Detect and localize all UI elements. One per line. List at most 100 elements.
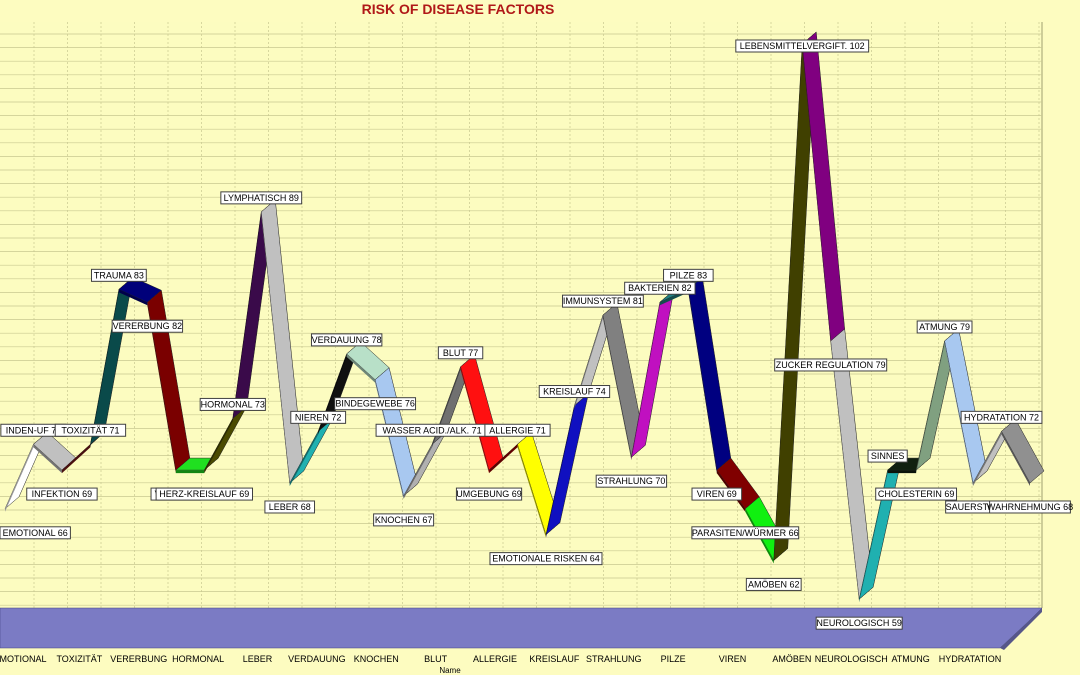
- ribbon-edge: [887, 470, 917, 474]
- ribbon-edge: [773, 44, 803, 564]
- x-tick-label: PILZE: [661, 654, 686, 664]
- data-label-box: [989, 500, 1071, 514]
- data-label: HYDRATATION 72: [960, 410, 1043, 424]
- data-label-box: [595, 474, 668, 488]
- data-label: VIREN 69: [691, 487, 743, 501]
- data-label: WAHRNEHMUNG 68: [987, 500, 1073, 514]
- ribbon-edge: [517, 444, 546, 538]
- data-label: VERDAUUNG 78: [310, 333, 383, 347]
- data-label-text: LEBENSMITTELVERGIFT. 102: [740, 41, 865, 51]
- data-label-box: [489, 552, 603, 566]
- data-label-box: [54, 423, 127, 437]
- ribbon-edge: [289, 431, 319, 486]
- data-label-box: [455, 487, 523, 501]
- data-label-text: INFEKTION 69: [32, 489, 93, 499]
- data-label: NIEREN 72: [290, 410, 347, 424]
- data-label-text: HYDRATATION 72: [964, 412, 1039, 422]
- data-label: VERERBUNG 82: [111, 319, 184, 333]
- data-labels: EMOTIONAL 66 INDEN-UF 71 INFEKTION 69 TOXIZ…: [0, 39, 1073, 630]
- ribbon-edge: [489, 444, 518, 474]
- data-label-box: [199, 397, 266, 411]
- data-label-box: [691, 487, 743, 501]
- x-tick-label: HYDRATATION: [939, 654, 1002, 664]
- data-label-box: [875, 487, 958, 501]
- data-label: TRAUMA 83: [90, 268, 147, 282]
- x-tick-label: STRAHLUNG: [586, 654, 642, 664]
- data-label-text: HERZ-KREISLAUF 69: [159, 489, 249, 499]
- x-tick-label: VIREN: [719, 654, 747, 664]
- x-axis-label: Name: [439, 666, 461, 675]
- data-label-text: HORMONAL 73: [201, 399, 265, 409]
- data-label-text: SINNES: [871, 451, 905, 461]
- data-label-box: [155, 487, 254, 501]
- ribbon-edge: [5, 444, 34, 512]
- ribbon-edge: [33, 444, 62, 474]
- ribbon-edge: [1001, 431, 1030, 486]
- data-label: STRAHLUNG 70: [595, 474, 668, 488]
- data-label: PARASITEN/WÜRMER 66: [691, 526, 800, 540]
- data-label-text: AMÖBEN 62: [748, 579, 800, 589]
- data-label-text: ZUCKER REGULATION 79: [776, 360, 886, 370]
- ribbon-edge: [61, 444, 91, 474]
- ribbon-edge: [688, 289, 717, 474]
- x-tick-label: HORMONAL: [172, 654, 224, 664]
- x-tick-label: VERERBUNG: [110, 654, 167, 664]
- data-label: SAUERSTOF: [945, 500, 1001, 514]
- data-label-text: CHOLESTERIN 69: [878, 489, 955, 499]
- data-label-text: TRAUMA 83: [94, 270, 144, 280]
- x-tick-label: KREISLAUF: [529, 654, 580, 664]
- data-label-text: VIREN 69: [697, 489, 737, 499]
- ribbon-edge: [944, 340, 974, 486]
- data-label-text: PILZE 83: [670, 270, 708, 280]
- data-label-text: BAKTERIEN 82: [628, 283, 692, 293]
- data-label: HORMONAL 73: [199, 397, 266, 411]
- x-tick-label: VERDAUUNG: [288, 654, 346, 664]
- x-tick-label: ALLERGIE: [473, 654, 517, 664]
- data-label-box: [290, 410, 347, 424]
- data-label-text: VERERBUNG 82: [113, 321, 183, 331]
- ribbon-edge: [602, 315, 632, 461]
- data-label-text: VERDAUUNG 78: [312, 335, 382, 345]
- ribbon-edge: [460, 366, 490, 474]
- ribbon-edge: [859, 470, 888, 603]
- data-label: AMÖBEN 62: [745, 577, 802, 591]
- data-label: NEUROLOGISCH 59: [815, 616, 903, 630]
- ribbon-edge: [973, 431, 1002, 486]
- data-label-box: [264, 500, 316, 514]
- data-label-box: [774, 358, 888, 372]
- data-label: BAKTERIEN 82: [624, 281, 696, 295]
- data-label-text: ALLERGIE 71: [489, 425, 546, 435]
- data-label-text: KREISLAUF 74: [543, 387, 606, 397]
- data-label-box: [90, 268, 147, 282]
- ribbon-edge: [830, 340, 860, 603]
- data-label-text: EMOTIONALE RISKEN 64: [492, 554, 600, 564]
- data-label-text: UMGEBUNG 69: [456, 489, 522, 499]
- data-label-box: [691, 526, 800, 540]
- data-label-text: SAUERSTOF: [946, 502, 1001, 512]
- data-label: IMMUNSYSTEM 81: [562, 294, 644, 308]
- chart-title: RISK OF DISEASE FACTORS: [361, 1, 555, 17]
- data-label: EMOTIONAL 66: [0, 526, 71, 540]
- x-tick-label: NEUROLOGISCH: [815, 654, 888, 664]
- data-label-text: BINDEGEWEBE 76: [335, 399, 415, 409]
- data-label: CHOLESTERIN 69: [875, 487, 958, 501]
- data-label-box: [310, 333, 383, 347]
- x-tick-label: LEBER: [243, 654, 273, 664]
- data-label-text: STRAHLUNG 70: [597, 476, 665, 486]
- data-label: ATMUNG 79: [916, 320, 973, 334]
- data-label-box: [220, 191, 303, 205]
- data-label: LEBER 68: [264, 500, 316, 514]
- data-label-text: PARASITEN/WÜRMER 66: [692, 528, 799, 538]
- ribbon-edge: [147, 302, 176, 474]
- data-label-box: [562, 294, 644, 308]
- data-label: UMGEBUNG 69: [455, 487, 523, 501]
- data-label-box: [26, 487, 98, 501]
- data-label-box: [334, 397, 417, 411]
- data-label-box: [735, 39, 870, 53]
- ribbon-edge: [175, 470, 205, 474]
- data-label-text: ATMUNG 79: [919, 322, 970, 332]
- data-label-box: [867, 449, 908, 463]
- data-label: WASSER ACID./ALK. 71: [375, 423, 489, 437]
- data-label: ZUCKER REGULATION 79: [774, 358, 888, 372]
- data-label: LYMPHATISCH 89: [220, 191, 303, 205]
